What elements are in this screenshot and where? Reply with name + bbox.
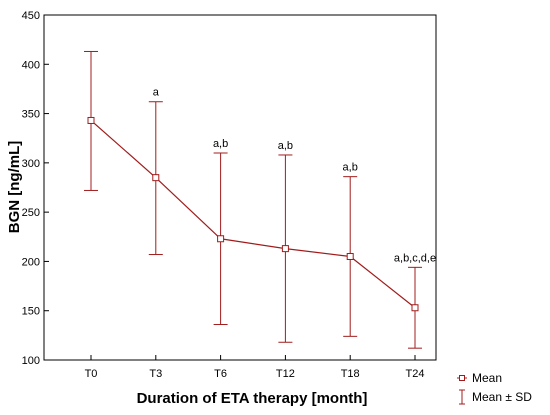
legend-mean-label: Mean [472, 371, 502, 385]
y-tick-label: 250 [22, 207, 40, 219]
mean-point [152, 174, 160, 182]
annotation-label: a,b [213, 138, 228, 150]
x-tick-label: T18 [341, 368, 360, 380]
y-tick-label: 100 [22, 355, 40, 367]
mean-point [87, 116, 95, 124]
significance-annotations: a a,b a,b a,b a,b,c,d,e [153, 87, 436, 265]
y-axis-title: BGN [ng/mL] [6, 141, 23, 233]
mean-point [346, 253, 354, 260]
x-tick-label: T3 [149, 368, 162, 380]
y-tick-label: 450 [22, 10, 40, 22]
legend-sd-label: Mean ± SD [472, 390, 532, 404]
mean-point [411, 304, 419, 312]
x-axis: T0 T3 T6 T12 T18 T24 [85, 355, 425, 380]
plot-frame [43, 14, 437, 361]
y-axis: 100 150 200 250 300 350 400 450 [22, 10, 49, 367]
annotation-label: a,b,c,d,e [394, 252, 436, 264]
annotation-label: a [153, 87, 160, 99]
annotation-label: a,b [278, 140, 293, 152]
y-tick-label: 350 [22, 109, 40, 121]
x-tick-label: T24 [406, 368, 425, 380]
x-tick-label: T6 [214, 368, 227, 380]
y-tick-label: 200 [22, 256, 40, 268]
annotation-label: a,b [343, 162, 358, 174]
mean-line-group [90, 120, 416, 309]
x-tick-label: T0 [85, 368, 98, 380]
mean-line [90, 120, 416, 309]
legend: Mean Mean ± SD [457, 371, 532, 405]
y-tick-label: 300 [22, 158, 40, 170]
mean-markers [87, 116, 419, 312]
x-tick-label: T12 [276, 368, 295, 380]
y-tick-label: 400 [22, 59, 40, 71]
x-axis-title: Duration of ETA therapy [month] [137, 390, 368, 407]
y-tick-label: 150 [22, 306, 40, 318]
legend-mean-marker [459, 375, 465, 381]
mean-point [217, 235, 225, 243]
mean-point [281, 245, 289, 253]
